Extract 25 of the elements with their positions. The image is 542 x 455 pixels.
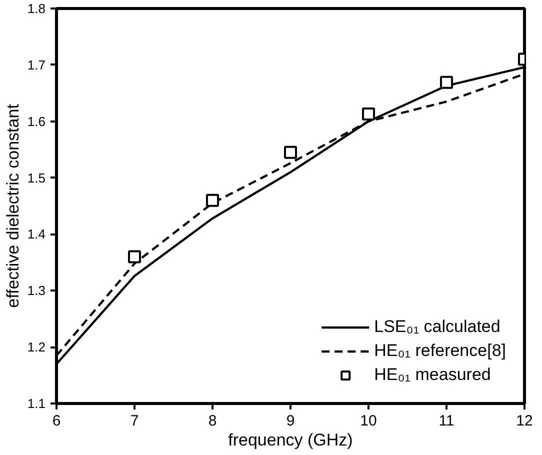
- point: [206, 194, 219, 207]
- x-tick-label: 9: [286, 412, 295, 430]
- legend-label: HE₀₁ reference[8]: [374, 341, 506, 361]
- x-tick-label: 7: [130, 412, 139, 430]
- y-axis-title: effective dielectric constant: [3, 104, 22, 308]
- y-tick-label: 1.3: [27, 283, 46, 298]
- point: [284, 146, 297, 159]
- y-tick-label: 1.2: [27, 340, 46, 355]
- x-tick-label: 6: [52, 412, 61, 430]
- legend-label: HE₀₁ measured: [374, 365, 491, 385]
- x-tick-label: 11: [438, 412, 454, 430]
- point: [128, 250, 141, 264]
- y-tick-label: 1.1: [27, 396, 46, 411]
- y-tick-label: 1.5: [27, 170, 46, 186]
- point: [362, 108, 375, 121]
- y-tick-label: 1.4: [27, 226, 46, 242]
- legend-label: LSE₀₁ calculated: [374, 317, 500, 337]
- x-tick-label: 10: [360, 412, 377, 430]
- x-axis-title: frequency (GHz): [228, 430, 353, 450]
- y-tick-label: 1.8: [27, 1, 46, 16]
- x-tick-label: 12: [516, 412, 533, 430]
- y-tick-label: 1.7: [27, 57, 46, 72]
- y-tick-label: 1.6: [27, 114, 46, 129]
- x-tick-label: 8: [208, 412, 217, 430]
- point: [440, 76, 453, 89]
